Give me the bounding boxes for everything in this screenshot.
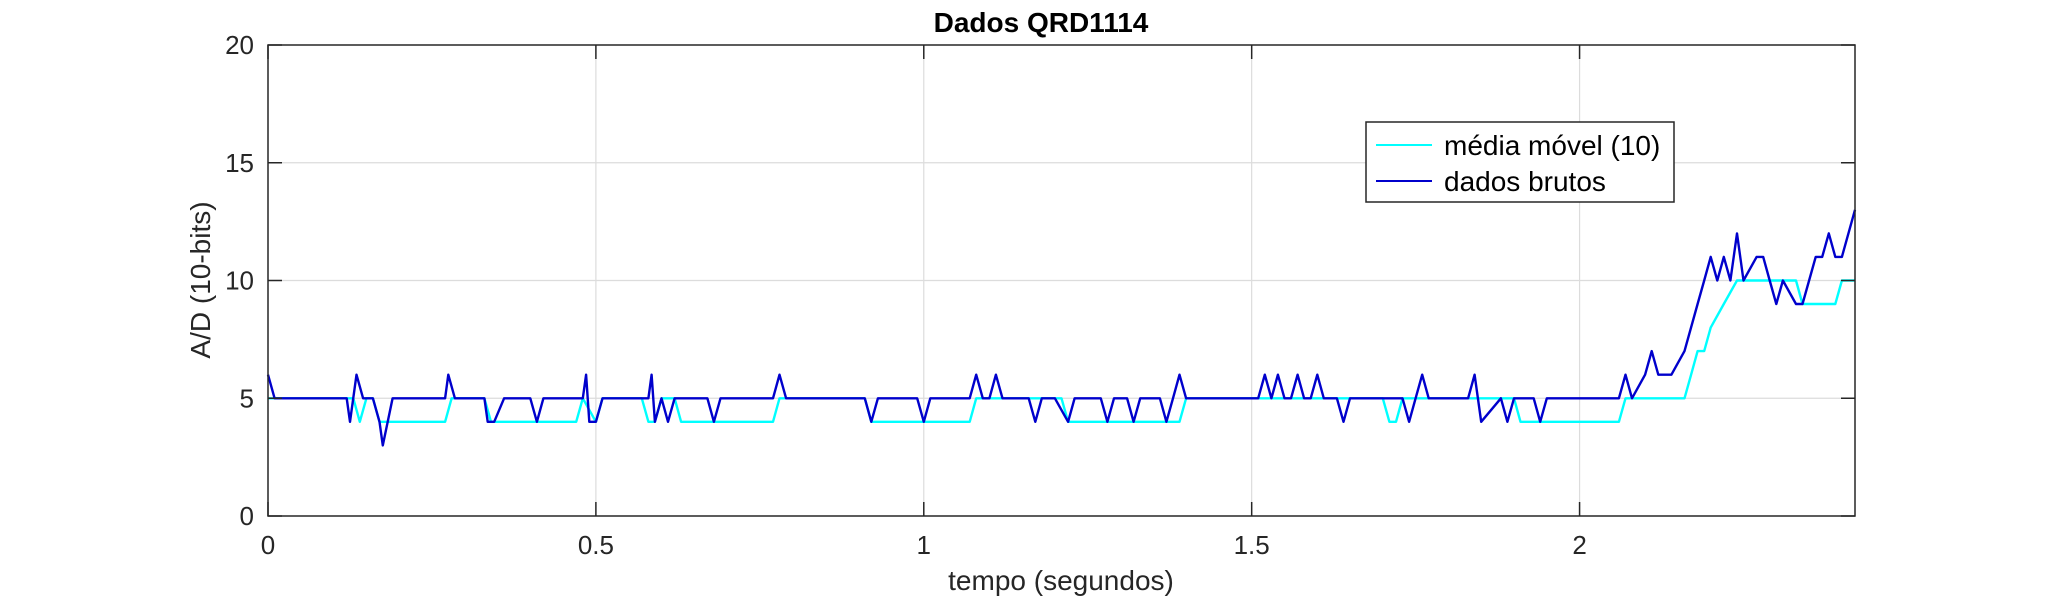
series-line-raw-data bbox=[266, 209, 1857, 447]
legend-box bbox=[1365, 121, 1675, 203]
x-tick-label: 1.5 bbox=[1234, 530, 1270, 560]
y-tick-label: 20 bbox=[225, 30, 254, 60]
y-tick-label: 15 bbox=[225, 148, 254, 178]
x-tick-label: 0.5 bbox=[578, 530, 614, 560]
chart-title: Dados QRD1114 bbox=[934, 7, 1149, 38]
legend: média móvel (10) dados brutos bbox=[1365, 121, 1675, 203]
x-tick-label: 1 bbox=[917, 530, 931, 560]
x-tick-label: 2 bbox=[1572, 530, 1586, 560]
series-layer bbox=[266, 209, 1857, 447]
legend-label-moving-average: média móvel (10) bbox=[1444, 130, 1660, 161]
y-tick-label: 10 bbox=[225, 266, 254, 296]
legend-label-raw-data: dados brutos bbox=[1444, 166, 1606, 197]
x-tick-label: 0 bbox=[261, 530, 275, 560]
y-tick-label: 0 bbox=[240, 501, 254, 531]
x-axis-label: tempo (segundos) bbox=[948, 565, 1174, 596]
y-tick-label: 5 bbox=[240, 383, 254, 413]
y-axis-label: A/D (10-bits) bbox=[185, 201, 216, 358]
